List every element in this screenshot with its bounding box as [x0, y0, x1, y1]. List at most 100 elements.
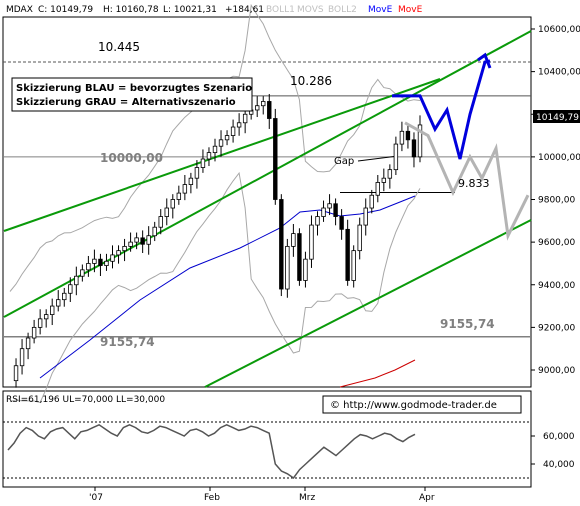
price-tick-label: 10400,00 — [538, 68, 580, 78]
time-axis: '07 Feb Mrz Apr — [89, 487, 435, 503]
candle-body — [279, 199, 284, 290]
candle-body — [242, 113, 248, 124]
moving-average-blue — [39, 195, 416, 379]
header-indicator-move-red: MovE — [398, 5, 423, 15]
candle-body — [369, 194, 374, 209]
price-panel-frame — [2, 16, 532, 388]
candle-body — [200, 158, 206, 168]
candle-body — [399, 130, 405, 145]
scenarios — [392, 52, 530, 241]
price-tick-label: 9800,00 — [538, 196, 575, 206]
candle-body — [333, 203, 338, 217]
candle-body — [387, 169, 393, 179]
legend-line-blue: Skizzierung BLAU = bevorzugtes Szenario — [16, 83, 252, 94]
level-label-10286: 10.286 — [290, 74, 332, 88]
moving-averages — [39, 195, 416, 388]
header-indicator-move-blue: MovE — [368, 5, 393, 15]
candle-body — [417, 124, 423, 158]
candle-body — [381, 177, 387, 183]
candle-body — [110, 254, 115, 262]
price-tick-label: 9000,00 — [538, 366, 575, 376]
candle-body — [19, 348, 25, 367]
candle-body — [297, 233, 302, 281]
channel-upper-line — [3, 30, 532, 318]
channel-middle-line — [3, 78, 441, 232]
header-close: C: 10149,79 — [38, 5, 93, 15]
candle-body — [261, 101, 266, 107]
candle-body — [363, 207, 368, 226]
time-tick-label: Mrz — [299, 493, 315, 503]
header-indicator-boll1: BOLL1 — [266, 5, 295, 15]
candle-body — [68, 284, 73, 294]
header-indicator-boll2: BOLL2 — [328, 5, 357, 15]
rsi-header: RSI=61,196 UL=70,000 LL=30,000 — [6, 395, 165, 405]
candle-body — [273, 118, 278, 200]
level-label-9155-right: 9155,74 — [440, 317, 495, 331]
price-tick-label: 9600,00 — [538, 238, 575, 248]
watermark-box — [322, 395, 522, 414]
candle-body — [405, 130, 411, 141]
candle-body — [146, 235, 151, 245]
candle-body — [116, 250, 121, 256]
candle-body — [327, 203, 332, 209]
candle-body — [122, 245, 127, 252]
level-label-9833: 9.833 — [458, 177, 490, 190]
price-tick-label: 10600,00 — [538, 25, 580, 35]
legend-line-gray: Skizzierung GRAU = Alternativszenario — [16, 97, 236, 108]
candle-body — [375, 182, 380, 196]
candle-body — [230, 126, 236, 136]
gap-label: Gap — [334, 156, 354, 167]
last-price-badge — [533, 110, 580, 123]
price-axis: 9000,00 9200,00 9400,00 9600,00 9800,00 10000… — [531, 25, 580, 376]
candle-body — [255, 105, 260, 111]
candle-body — [194, 167, 200, 179]
scenario-legend-box — [11, 77, 253, 112]
scenario-blue-arrowhead — [477, 52, 492, 69]
candle-body — [351, 250, 356, 281]
candle-body — [31, 326, 37, 339]
candle-body — [92, 258, 97, 264]
candle-body — [321, 207, 326, 217]
scenario-gray-path — [404, 121, 530, 241]
candle-body — [104, 260, 109, 266]
candle-body — [315, 216, 320, 226]
candle-body — [50, 305, 55, 315]
header-indicator-movs: MOVS — [297, 5, 324, 15]
watermark-text: © http://www.godmode-trader.de — [330, 400, 497, 411]
candle-body — [74, 275, 79, 286]
candle-body — [236, 122, 242, 128]
candle-body — [206, 152, 212, 160]
candle-body — [212, 145, 218, 154]
trend-channel — [3, 30, 532, 388]
price-tick-label: 9200,00 — [538, 323, 575, 333]
last-price-value: 10149,79 — [536, 113, 579, 123]
candle-body — [188, 177, 194, 185]
price-tick-label: 9400,00 — [538, 281, 575, 291]
candle-body — [164, 207, 169, 217]
candle-body — [80, 269, 85, 277]
candle-body — [134, 237, 139, 243]
candle-body — [62, 292, 67, 301]
candle-body — [285, 245, 290, 290]
candle-body — [218, 139, 224, 147]
candle-body — [411, 139, 417, 158]
candle-body — [291, 233, 296, 247]
candle-body — [13, 365, 19, 382]
candle-body — [303, 258, 308, 281]
candle-body — [56, 299, 61, 307]
candle-body — [86, 263, 91, 271]
candle-body — [345, 228, 350, 281]
candle-body — [267, 101, 272, 119]
candle-body — [339, 216, 344, 230]
level-label-10000: 10000,00 — [100, 151, 163, 165]
time-tick-label: Feb — [204, 493, 220, 503]
header-high: H: 10160,78 — [103, 5, 159, 15]
scenario-blue-path — [392, 59, 491, 160]
candle-body — [43, 314, 49, 320]
time-tick-label: Apr — [419, 493, 435, 503]
header-change: +184,61 — [225, 5, 264, 15]
candles — [13, 94, 423, 388]
rsi-tick-60: 60,000 — [543, 432, 575, 442]
